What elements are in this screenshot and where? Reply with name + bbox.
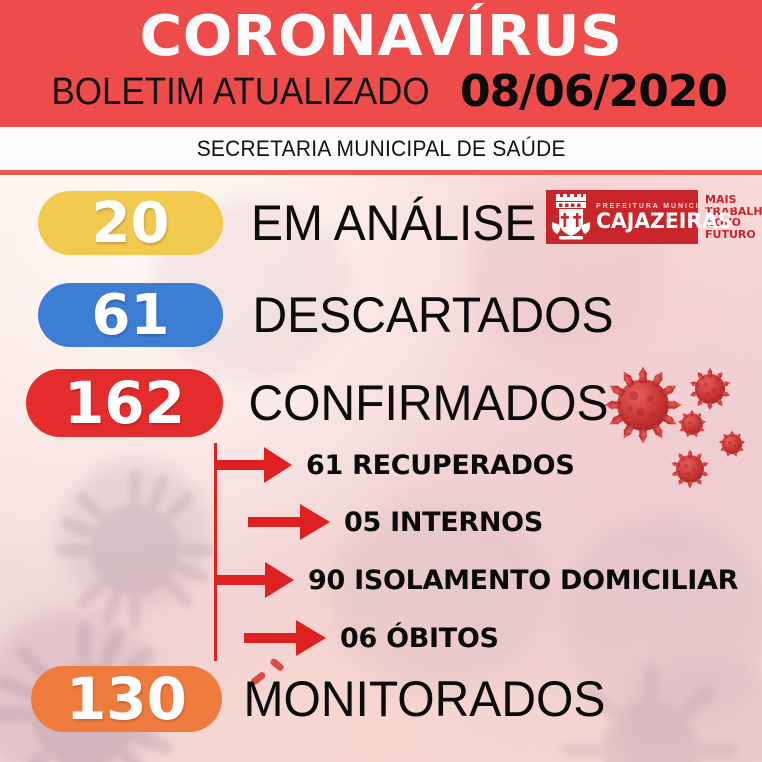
virus-particle-small-icon — [677, 409, 707, 439]
virus-particle-medium-icon — [670, 449, 710, 489]
cajazeiras-coat-of-arms-icon — [551, 194, 591, 240]
logo-tagline-line-4: FUTURO — [705, 227, 756, 241]
arrow-right-icon — [214, 562, 294, 598]
arrow-right-icon — [248, 504, 330, 540]
logo-wordmark: PREFEITURA MUNICIPAL DE CAJAZEIRAS — [596, 203, 737, 232]
bulletin-date: 08/06/2020 — [459, 66, 728, 117]
logo-red-plate: PREFEITURA MUNICIPAL DE CAJAZEIRAS — [546, 190, 734, 244]
background-texture — [0, 175, 762, 762]
arrow-right-icon — [214, 447, 292, 483]
virus-particle-large-icon — [604, 366, 682, 444]
virus-particle-medium-icon — [688, 367, 732, 411]
bulletin-line: BOLETIM ATUALIZADO 08/06/2020 — [0, 66, 762, 118]
stat-label-descartados: DESCARTADOS — [252, 287, 614, 343]
logo-tagline-line-2: TRABALHO — [705, 204, 762, 218]
breakdown-connector-line — [214, 443, 217, 661]
secretaria-band: SECRETARIA MUNICIPAL DE SAÚDE — [0, 127, 762, 170]
stat-row-descartados: 61 DESCARTADOS — [38, 283, 621, 348]
logo-prefix: PREFEITURA MUNICIPAL DE — [596, 202, 737, 210]
bg-virus-blob — [60, 460, 210, 610]
stat-value-em-analise: 20 — [38, 191, 223, 256]
arrow-right-icon — [244, 620, 326, 656]
prefeitura-logo: PREFEITURA MUNICIPAL DE CAJAZEIRAS MAIS … — [546, 190, 762, 244]
stat-label-monitorados: MONITORADOS — [243, 671, 606, 727]
stat-row-em-analise: 20 EM ANÁLISE — [38, 191, 542, 256]
breakdown-row-isolamento-domiciliar: 90 ISOLAMENTO DOMICILIAR — [214, 558, 738, 602]
virus-fleck-icon — [251, 658, 284, 685]
bg-virus-blob — [560, 520, 762, 720]
stat-label-confirmados: CONFIRMADOS — [248, 375, 609, 431]
stat-value-confirmados: 162 — [26, 369, 223, 437]
breakdown-label-internos: 05 INTERNOS — [344, 506, 543, 538]
breakdown-label-recuperados: 61 RECUPERADOS — [306, 449, 575, 481]
stat-label-em-analise: EM ANÁLISE — [250, 195, 537, 251]
breakdown-row-recuperados: 61 RECUPERADOS — [214, 443, 575, 487]
header-banner: CORONAVÍRUS BOLETIM ATUALIZADO 08/06/2020 — [0, 0, 762, 127]
background-corona-silhouette — [562, 662, 738, 762]
logo-tagline: MAIS TRABALHO NOVO FUTURO — [705, 190, 762, 244]
logo-tagline-line-1: MAIS — [705, 193, 737, 206]
stat-value-descartados: 61 — [38, 283, 223, 348]
breakdown-label-obitos: 06 ÓBITOS — [340, 622, 499, 654]
stat-row-monitorados: 130 MONITORADOS — [31, 665, 613, 733]
header-divider-rule — [0, 170, 762, 175]
virus-particle-small-icon — [718, 430, 746, 458]
logo-city: CAJAZEIRAS — [596, 208, 733, 233]
breakdown-label-isolamento: 90 ISOLAMENTO DOMICILIAR — [308, 564, 739, 596]
secretaria-label: SECRETARIA MUNICIPAL DE SAÚDE — [196, 135, 566, 161]
breakdown-row-obitos: 06 ÓBITOS — [244, 616, 499, 660]
stat-row-confirmados: 162 CONFIRMADOS — [26, 369, 616, 437]
background-corona-silhouette — [55, 470, 215, 630]
logo-tagline-line-3: NOVO — [705, 216, 741, 229]
bg-virus-blob — [330, 500, 550, 690]
breakdown-row-internos: 05 INTERNOS — [248, 500, 543, 544]
stat-value-monitorados: 130 — [31, 665, 222, 733]
bulletin-label: BOLETIM ATUALIZADO — [51, 71, 430, 113]
page-title: CORONAVÍRUS — [139, 4, 623, 69]
